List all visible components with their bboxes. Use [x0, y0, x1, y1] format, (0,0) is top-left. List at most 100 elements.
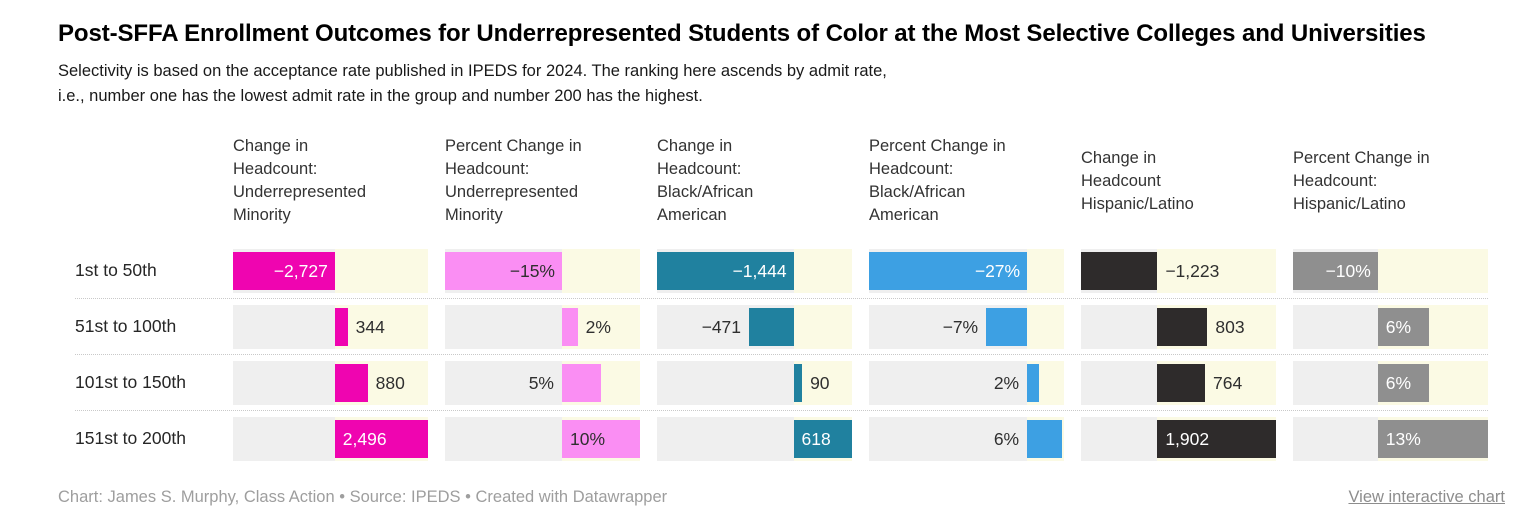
negative-zone: [1293, 416, 1378, 461]
cell-r4-c1: 2,496: [233, 416, 445, 461]
bar-value-label: −27%: [974, 260, 1021, 281]
positive-zone: [1027, 248, 1064, 293]
positive-zone: [1157, 248, 1276, 293]
positive-zone: [793, 304, 852, 349]
chart-title: Post-SFFA Enrollment Outcomes for Underr…: [58, 20, 1426, 47]
cell-r4-c5: 1,902: [1081, 416, 1293, 461]
row-label: 151st to 200th: [75, 428, 186, 448]
positive-zone: [562, 248, 640, 293]
row-label: 1st to 50th: [75, 260, 157, 280]
bar: [1027, 363, 1039, 402]
cell-r2-c2: 2%: [445, 304, 657, 349]
bar-track: −7%: [869, 304, 1064, 349]
negative-zone: [233, 360, 335, 405]
bar: [793, 363, 803, 402]
bar: [1377, 307, 1429, 346]
bar-track: 344: [233, 304, 428, 349]
bar-value-label: 880: [375, 372, 405, 393]
negative-zone: [1081, 304, 1158, 349]
negative-zone: [445, 304, 562, 349]
column-header-4: Percent Change in Headcount: Black/Afric…: [869, 137, 1006, 224]
bar-value-label: 764: [1212, 372, 1243, 393]
chart-footer: Chart: James S. Murphy, Class Action • S…: [58, 488, 1505, 507]
bar-value-label: −1,223: [1165, 260, 1220, 281]
cell-r1-c5: −1,223: [1081, 248, 1293, 293]
bar-track: 2%: [869, 360, 1064, 405]
bar-track: 2%: [445, 304, 640, 349]
bar-value-label: −1,444: [732, 260, 787, 281]
cell-r2-c3: −471: [657, 304, 869, 349]
bar-value-label: 803: [1215, 316, 1245, 337]
positive-zone: [793, 248, 852, 293]
negative-zone: [657, 416, 794, 461]
cell-r1-c3: −1,444: [657, 248, 869, 293]
bar-track: 6%: [1293, 304, 1488, 349]
bar-value-label: 1,902: [1165, 428, 1210, 449]
bar-track: −471: [657, 304, 852, 349]
negative-zone: [233, 304, 335, 349]
cell-r4-c3: 618: [657, 416, 869, 461]
table-row-1: 1st to 50th −2,727 −15% −1,444 −27% −1,223 −10…: [75, 243, 1488, 298]
bar-value-label: 6%: [1385, 372, 1412, 393]
row-label: 101st to 150th: [75, 372, 186, 392]
bar-value-label: 5%: [528, 372, 554, 393]
bar-table: Change in Headcount: Underrepresented Mi…: [75, 121, 1488, 466]
bar: [749, 307, 794, 346]
negative-zone: [657, 360, 794, 405]
bar-value-label: −471: [701, 316, 742, 337]
negative-zone: [869, 360, 1028, 405]
cell-r2-c4: −7%: [869, 304, 1081, 349]
bar: [1027, 419, 1063, 458]
column-header-6: Percent Change in Headcount: Hispanic/La…: [1293, 148, 1430, 213]
negative-zone: [1081, 360, 1158, 405]
negative-zone: [869, 416, 1028, 461]
negative-zone: [1293, 304, 1378, 349]
cell-r1-c1: −2,727: [233, 248, 445, 293]
negative-zone: [445, 416, 562, 461]
bar-value-label: 6%: [1385, 316, 1412, 337]
column-header-2: Percent Change in Headcount: Underrepres…: [445, 137, 582, 224]
bar: [657, 251, 794, 290]
bar-value-label: 13%: [1385, 428, 1421, 449]
bar-track: 13%: [1293, 416, 1488, 461]
bar: [1157, 363, 1205, 402]
bar: [334, 419, 428, 458]
column-header-row: Change in Headcount: Underrepresented Mi…: [75, 121, 1488, 243]
bar: [1157, 419, 1276, 458]
view-interactive-chart-link[interactable]: View interactive chart: [1348, 488, 1505, 506]
bar: [1157, 307, 1208, 346]
cell-r3-c5: 764: [1081, 360, 1293, 405]
chart-subtitle: Selectivity is based on the acceptance r…: [58, 62, 887, 105]
negative-zone: [1081, 416, 1158, 461]
bar: [562, 419, 640, 458]
bar: [1081, 251, 1158, 290]
table-row-4: 151st to 200th 2,496 10% 618 6% 1,902 13%: [75, 410, 1488, 466]
negative-zone: [1293, 360, 1378, 405]
bar: [334, 307, 348, 346]
bar-track: 6%: [1293, 360, 1488, 405]
positive-zone: [334, 304, 428, 349]
bar-value-label: 10%: [570, 428, 606, 449]
cell-r3-c6: 6%: [1293, 360, 1488, 405]
cell-r2-c1: 344: [233, 304, 445, 349]
bar: [869, 251, 1028, 290]
bar-track: −15%: [445, 248, 640, 293]
bar-track: 618: [657, 416, 852, 461]
bar-track: 5%: [445, 360, 640, 405]
chart-page: Post-SFFA Enrollment Outcomes for Underr…: [58, 20, 1505, 507]
negative-zone: [445, 360, 562, 405]
cell-r4-c6: 13%: [1293, 416, 1488, 461]
bar-value-label: 6%: [993, 428, 1020, 449]
bar: [334, 363, 368, 402]
table-body: 1st to 50th −2,727 −15% −1,444 −27% −1,223 −10…: [75, 243, 1488, 466]
bar-value-label: 2%: [585, 316, 611, 337]
cell-r1-c4: −27%: [869, 248, 1081, 293]
cell-r3-c4: 2%: [869, 360, 1081, 405]
bar-value-label: 344: [355, 316, 385, 337]
positive-zone: [1027, 304, 1064, 349]
row-label: 51st to 100th: [75, 316, 177, 336]
positive-zone: [793, 360, 852, 405]
bar-value-label: 618: [801, 428, 831, 449]
cell-r3-c2: 5%: [445, 360, 657, 405]
bar-value-label: −15%: [509, 260, 555, 281]
